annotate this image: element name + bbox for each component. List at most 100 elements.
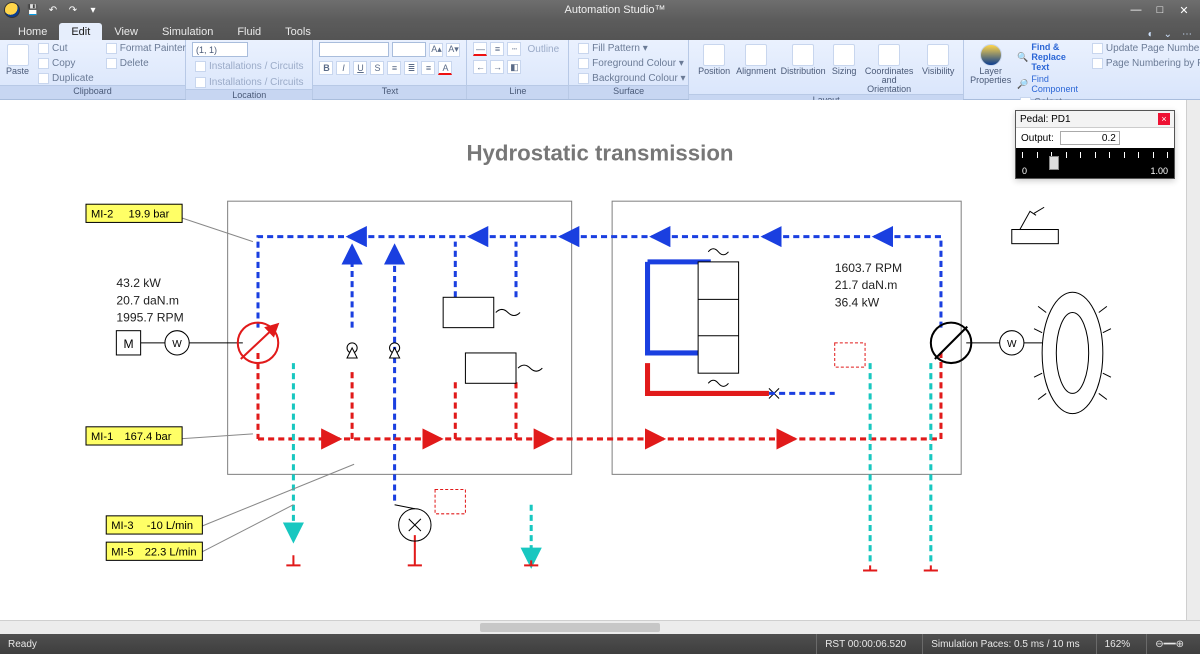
qat-save-icon[interactable]: 💾	[26, 3, 40, 17]
layer-properties-button[interactable]: Layer Properties	[970, 42, 1011, 85]
pedal-slider-knob[interactable]	[1049, 156, 1059, 170]
shadow-button[interactable]: ◧	[507, 60, 521, 74]
fontsize-combo[interactable]	[392, 42, 426, 57]
cut-button[interactable]: Cut	[35, 42, 97, 55]
more-icon[interactable]: ⋯	[1182, 29, 1192, 40]
pedal-output-input[interactable]	[1060, 131, 1120, 145]
layer-label: Layer Properties	[970, 67, 1011, 85]
svg-text:W: W	[1007, 339, 1017, 350]
position-button[interactable]: Position	[695, 42, 733, 76]
grow-font-button[interactable]: A▴	[429, 43, 443, 57]
shrink-font-button[interactable]: A▾	[446, 43, 460, 57]
close-button[interactable]: ✕	[1178, 4, 1190, 17]
copy-label: Copy	[52, 58, 75, 69]
app-logo	[4, 2, 20, 18]
bg-icon	[578, 73, 589, 84]
group-editing: Layer Properties 🔍Find & Replace Text 🔎F…	[964, 40, 1200, 99]
line-style-button[interactable]: ┄	[507, 42, 521, 56]
installations2-button[interactable]: Installations / Circuits	[192, 76, 306, 89]
visibility-button[interactable]: Visibility	[919, 42, 957, 76]
tab-home[interactable]: Home	[6, 23, 59, 40]
tab-tools[interactable]: Tools	[273, 23, 323, 40]
line-weight-button[interactable]: ≡	[490, 42, 504, 56]
readout-left-1: 20.7 daN.m	[116, 293, 179, 307]
paste-button[interactable]: Paste	[6, 42, 29, 76]
copy-button[interactable]: Copy	[35, 57, 97, 70]
format-painter-button[interactable]: Format Painter	[103, 42, 189, 55]
font-combo[interactable]	[319, 42, 389, 57]
group-clipboard: Paste Cut Copy Duplicate Format Painter …	[0, 40, 186, 99]
pedal-title: Pedal: PD1	[1020, 114, 1071, 125]
tab-edit[interactable]: Edit	[59, 23, 102, 40]
qat-undo-icon[interactable]: ↶	[46, 3, 60, 17]
find-icon: 🔍	[1017, 52, 1028, 63]
arrow-start-button[interactable]: ←	[473, 60, 487, 74]
page-num-proj-icon	[1092, 58, 1103, 69]
bg-color-button[interactable]: Background Colour ▾	[575, 72, 688, 85]
bold-button[interactable]: B	[319, 61, 333, 75]
location-combo[interactable]: (1, 1)	[192, 42, 248, 57]
sizing-icon	[833, 44, 855, 66]
outline-button[interactable]: Outline	[524, 43, 562, 56]
status-zoom-slider[interactable]: ⊖━━⊕	[1146, 634, 1192, 654]
find-component-button[interactable]: 🔎Find Component	[1017, 74, 1083, 94]
cut-icon	[38, 43, 49, 54]
pedal-max: 1.00	[1150, 166, 1168, 176]
fg-color-button[interactable]: Foreground Colour ▾	[575, 57, 688, 70]
statusbar: Ready RST 00:00:06.520 Simulation Paces:…	[0, 634, 1200, 654]
alignment-label: Alignment	[736, 67, 776, 76]
delete-button[interactable]: Delete	[103, 57, 189, 70]
qat-redo-icon[interactable]: ↷	[66, 3, 80, 17]
help-icon[interactable]: ◐	[1148, 29, 1154, 40]
coords-button[interactable]: Coordinates and Orientation	[861, 42, 917, 94]
installations2-label: Installations / Circuits	[209, 77, 303, 88]
arrow-end-button[interactable]: →	[490, 60, 504, 74]
find-replace-button[interactable]: 🔍Find & Replace Text	[1017, 42, 1083, 72]
align-right-button[interactable]: ≡	[421, 61, 435, 75]
align-center-button[interactable]: ≣	[404, 61, 418, 75]
status-paces: Simulation Paces: 0.5 ms / 10 ms	[922, 634, 1087, 654]
installations-button[interactable]: Installations / Circuits	[192, 60, 306, 73]
pedal-close-button[interactable]: ×	[1158, 113, 1170, 125]
sizing-button[interactable]: Sizing	[829, 42, 859, 76]
font-color-button[interactable]: A	[438, 61, 452, 75]
italic-button[interactable]: I	[336, 61, 350, 75]
findcomp-label: Find Component	[1031, 74, 1083, 94]
status-zoom[interactable]: 162%	[1096, 634, 1139, 654]
diagram-title: Hydrostatic transmission	[466, 141, 733, 166]
format-painter-label: Format Painter	[120, 43, 186, 54]
upd2-label: Page Numbering by Project	[1106, 58, 1200, 69]
cut-label: Cut	[52, 43, 68, 54]
svg-text:MI-1 167.4 bar: MI-1 167.4 bar	[91, 431, 172, 443]
strike-button[interactable]: S	[370, 61, 384, 75]
pedal-panel[interactable]: Pedal: PD1 × Output: 0 1.00	[1015, 110, 1175, 179]
qat-more-icon[interactable]: ▾	[86, 3, 100, 17]
readout-left-2: 1995.7 RPM	[116, 311, 183, 325]
vertical-scrollbar[interactable]	[1186, 100, 1200, 620]
svg-text:W: W	[172, 339, 182, 350]
distribution-button[interactable]: Distribution	[779, 42, 827, 76]
line-color-button[interactable]: —	[473, 42, 487, 56]
alignment-button[interactable]: Alignment	[735, 42, 777, 76]
ribbon: Paste Cut Copy Duplicate Format Painter …	[0, 40, 1200, 100]
workspace[interactable]: Hydrostatic transmission	[0, 100, 1200, 634]
tab-fluid[interactable]: Fluid	[225, 23, 273, 40]
tab-view[interactable]: View	[102, 23, 150, 40]
fill-pattern-button[interactable]: Fill Pattern ▾	[575, 42, 688, 55]
page-numbering-project-button[interactable]: Page Numbering by Project	[1089, 57, 1200, 70]
pedal-output-label: Output:	[1021, 133, 1054, 144]
update-page-numbering-button[interactable]: Update Page Numbering	[1089, 42, 1200, 55]
underline-button[interactable]: U	[353, 61, 367, 75]
group-title: Surface	[569, 85, 688, 99]
maximize-button[interactable]: □	[1154, 4, 1166, 17]
scroll-thumb[interactable]	[480, 623, 660, 632]
installations-label: Installations / Circuits	[209, 61, 303, 72]
tab-simulation[interactable]: Simulation	[150, 23, 225, 40]
pedal-slider[interactable]: 0 1.00	[1016, 148, 1174, 178]
align-left-button[interactable]: ≡	[387, 61, 401, 75]
duplicate-button[interactable]: Duplicate	[35, 72, 97, 85]
minimize-button[interactable]: —	[1130, 4, 1142, 17]
readout-right-1: 21.7 daN.m	[835, 278, 898, 292]
horizontal-scrollbar[interactable]	[0, 620, 1200, 634]
ribbon-collapse-icon[interactable]: ⌄	[1164, 29, 1172, 40]
